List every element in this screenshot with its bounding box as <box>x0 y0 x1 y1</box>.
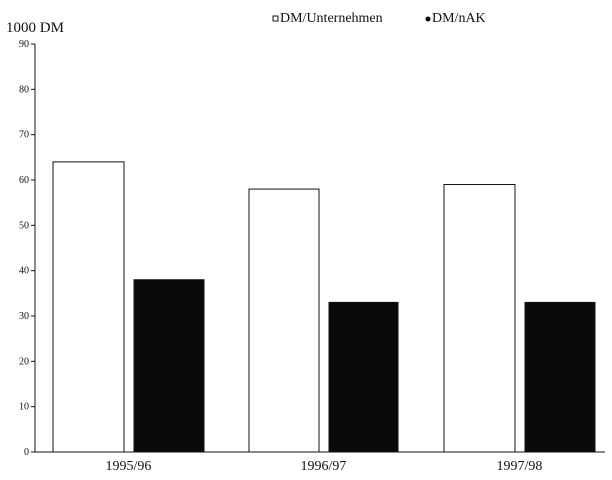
y-tick-label: 10 <box>19 402 29 413</box>
x-tick-label: 1997/98 <box>497 459 543 474</box>
bars <box>52 161 596 453</box>
bar-dm-nak-1997-98 <box>524 301 596 453</box>
y-tick-label: 70 <box>19 130 29 141</box>
legend-label-dm-nak: DM/nAK <box>432 11 486 26</box>
y-tick-label: 50 <box>19 220 29 231</box>
y-axis-ticks: 0 10 20 30 40 50 60 70 80 90 <box>19 39 35 458</box>
y-tick-label: 80 <box>19 84 29 95</box>
bar-dm-nak-1996-97 <box>328 301 399 453</box>
y-tick-label: 20 <box>19 356 29 367</box>
y-tick-label: 40 <box>19 266 29 277</box>
x-axis-labels: 1995/96 1996/97 1997/98 <box>106 459 543 474</box>
y-tick-label: 60 <box>19 175 29 186</box>
bar-dm-nak-1995-96 <box>133 279 205 453</box>
bar-dm-unternehmen-1996-97 <box>248 188 320 453</box>
legend-swatch-dm-unternehmen <box>272 15 279 22</box>
y-tick-label: 90 <box>19 39 29 50</box>
legend-label-dm-unternehmen: DM/Unternehmen <box>280 11 383 26</box>
bar-dm-unternehmen-1997-98 <box>443 184 516 453</box>
x-tick-label: 1996/97 <box>301 459 347 474</box>
y-tick-label: 0 <box>24 447 29 458</box>
y-axis-unit-label: 1000 DM <box>6 20 64 36</box>
legend: DM/Unternehmen DM/nAK <box>272 11 486 26</box>
bar-dm-unternehmen-1995-96 <box>52 161 125 453</box>
y-tick-label: 30 <box>19 311 29 322</box>
legend-swatch-dm-nak <box>425 16 431 22</box>
x-tick-label: 1995/96 <box>106 459 152 474</box>
